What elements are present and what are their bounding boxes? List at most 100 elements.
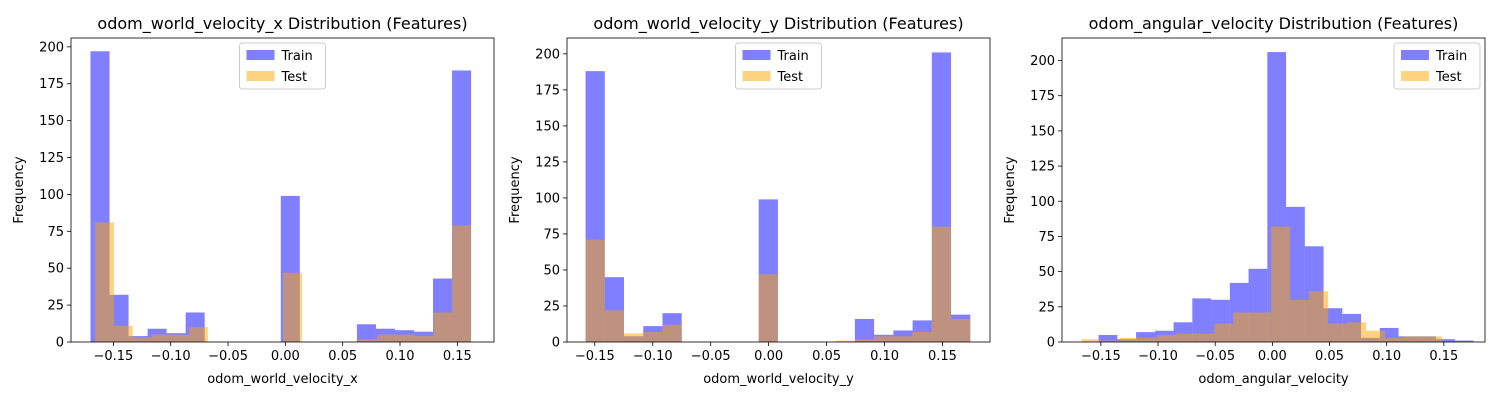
legend-label: Train bbox=[281, 49, 313, 64]
chart-title: odom_world_velocity_x Distribution (Feat… bbox=[97, 14, 467, 34]
y-tick-label: 50 bbox=[1038, 265, 1055, 280]
test-bar bbox=[1366, 330, 1386, 342]
y-tick-label: 0 bbox=[552, 336, 560, 351]
y-tick-label: 150 bbox=[39, 114, 64, 129]
x-tick-label: 0.00 bbox=[1258, 349, 1287, 364]
test-bar bbox=[151, 334, 171, 342]
y-tick-label: 125 bbox=[39, 151, 64, 166]
legend-label: Train bbox=[1435, 49, 1467, 64]
test-bar bbox=[1423, 336, 1443, 342]
x-tick-label: −0.15 bbox=[575, 349, 615, 364]
test-series bbox=[95, 222, 472, 342]
y-tick-label: 200 bbox=[535, 47, 560, 62]
y-axis-label: Frequency bbox=[508, 156, 523, 223]
y-tick-label: 75 bbox=[543, 227, 560, 242]
test-bar bbox=[1138, 337, 1158, 342]
test-bar bbox=[283, 272, 302, 342]
y-tick-label: 175 bbox=[1030, 89, 1055, 104]
y-axis-label: Frequency bbox=[12, 156, 27, 223]
y-tick-label: 0 bbox=[56, 336, 64, 351]
test-bar bbox=[1119, 337, 1139, 342]
legend-swatch bbox=[246, 50, 275, 60]
y-axis-label: Frequency bbox=[1003, 156, 1018, 223]
y-tick-label: 150 bbox=[1030, 124, 1055, 139]
y-tick-label: 50 bbox=[47, 262, 64, 277]
y-tick-label: 200 bbox=[1030, 54, 1055, 69]
test-bar bbox=[874, 336, 894, 342]
x-tick-label: 0.05 bbox=[328, 349, 357, 364]
test-bar bbox=[95, 222, 114, 342]
x-tick-label: 0.15 bbox=[443, 349, 472, 364]
y-tick-label: 125 bbox=[1030, 160, 1055, 175]
legend-label: Test bbox=[777, 70, 804, 85]
legend-label: Train bbox=[777, 49, 809, 64]
y-tick-label: 100 bbox=[535, 191, 560, 206]
legend-label: Test bbox=[1435, 70, 1462, 85]
test-bar bbox=[395, 334, 415, 342]
test-bar bbox=[1252, 312, 1272, 342]
train-bar bbox=[1436, 339, 1455, 342]
x-tick-label: −0.05 bbox=[691, 349, 731, 364]
test-bar bbox=[189, 327, 208, 342]
x-axis-label: odom_angular_velocity bbox=[1198, 372, 1349, 387]
test-series bbox=[585, 226, 971, 342]
axes-frame bbox=[1061, 37, 1486, 343]
test-bar bbox=[893, 336, 913, 342]
test-bar bbox=[604, 310, 625, 342]
test-bar bbox=[1214, 323, 1234, 342]
x-axis-label: odom_world_velocity_y bbox=[703, 372, 854, 387]
y-tick-label: 25 bbox=[47, 299, 64, 314]
y-tick-label: 25 bbox=[543, 299, 560, 314]
x-tick-label: 0.05 bbox=[1315, 349, 1344, 364]
x-tick-label: 0.15 bbox=[928, 349, 957, 364]
test-bar bbox=[1195, 333, 1215, 342]
x-tick-label: 0.10 bbox=[386, 349, 415, 364]
legend: Train Test bbox=[735, 42, 822, 90]
train-bar bbox=[1454, 340, 1474, 342]
x-tick-label: −0.05 bbox=[208, 349, 248, 364]
y-tick-label: 75 bbox=[47, 225, 64, 240]
x-tick-label: 0.15 bbox=[1429, 349, 1458, 364]
legend-swatch bbox=[1401, 71, 1429, 81]
chart-panel-3: −0.15 −0.10 −0.05 0.00 0.05 0.10 0.15 0 25 50 75 10… bbox=[1003, 14, 1486, 387]
test-bar bbox=[1100, 340, 1120, 342]
test-bar bbox=[758, 274, 778, 342]
x-tick-label: −0.05 bbox=[1195, 349, 1235, 364]
test-bar bbox=[662, 324, 682, 342]
test-bar bbox=[170, 334, 190, 342]
test-bar bbox=[377, 334, 396, 342]
test-bar bbox=[835, 340, 855, 342]
test-bar bbox=[1347, 322, 1367, 342]
x-tick-label: −0.10 bbox=[633, 349, 673, 364]
x-tick-label: −0.10 bbox=[1138, 349, 1178, 364]
axes-frame bbox=[70, 37, 495, 343]
chart-panel-2: −0.15 −0.10 −0.05 0.00 0.05 0.10 0.15 0 25 50 75 10… bbox=[508, 14, 991, 387]
x-tick-label: −0.15 bbox=[1081, 349, 1121, 364]
chart-title: odom_world_velocity_y Distribution (Feat… bbox=[593, 14, 963, 34]
test-series bbox=[1081, 226, 1443, 342]
test-bar bbox=[358, 339, 378, 342]
test-bar bbox=[113, 325, 133, 342]
legend-swatch bbox=[742, 71, 771, 81]
test-bar bbox=[414, 336, 434, 342]
test-bar bbox=[433, 312, 453, 342]
legend-swatch bbox=[742, 50, 771, 60]
y-tick-label: 25 bbox=[1038, 300, 1055, 315]
test-bar bbox=[1328, 323, 1348, 342]
axes-frame bbox=[566, 37, 991, 343]
chart-panel-1: −0.15 −0.10 −0.05 0.00 0.05 0.10 0.15 0 25 50 75 10… bbox=[12, 14, 495, 387]
test-bar bbox=[452, 225, 472, 342]
test-bar bbox=[912, 331, 932, 342]
y-tick-label: 125 bbox=[535, 155, 560, 170]
test-bar bbox=[1309, 291, 1329, 342]
x-tick-label: −0.10 bbox=[151, 349, 191, 364]
test-bar bbox=[951, 318, 971, 342]
y-tick-label: 100 bbox=[1030, 195, 1055, 210]
test-bar bbox=[624, 333, 644, 342]
y-tick-label: 100 bbox=[39, 188, 64, 203]
y-tick-label: 150 bbox=[535, 119, 560, 134]
test-bar bbox=[585, 239, 605, 342]
x-tick-label: 0.10 bbox=[870, 349, 899, 364]
x-tick-label: 0.10 bbox=[1372, 349, 1401, 364]
